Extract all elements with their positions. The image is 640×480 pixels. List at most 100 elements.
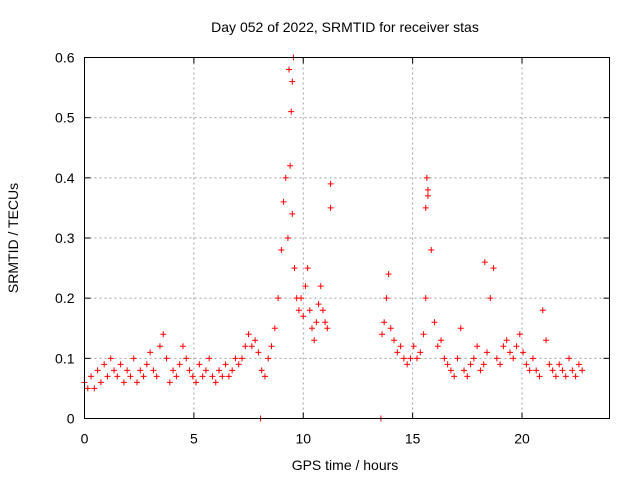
data-point <box>212 379 219 386</box>
data-point <box>379 331 385 338</box>
data-point <box>189 373 196 380</box>
axis-ticks: 0 0.1 0.2 0.3 0.4 0.5 0.6 0 5 10 15 20 <box>55 50 610 447</box>
data-point <box>484 349 490 356</box>
data-point <box>300 313 307 320</box>
data-point <box>424 192 431 199</box>
data-point <box>140 373 147 380</box>
x-tick-label: 10 <box>295 431 311 447</box>
data-point <box>222 361 229 368</box>
data-point <box>481 259 488 266</box>
data-point <box>394 349 401 356</box>
data-point <box>315 301 322 308</box>
data-point <box>311 337 318 344</box>
data-point <box>84 385 91 392</box>
data-point <box>306 307 313 314</box>
data-points <box>81 54 586 422</box>
data-point <box>268 343 275 350</box>
data-point <box>202 367 209 374</box>
data-point <box>422 295 429 302</box>
data-point <box>575 361 582 368</box>
data-point <box>513 343 520 350</box>
data-point <box>183 355 190 362</box>
data-point <box>313 319 320 326</box>
data-point <box>255 349 262 356</box>
data-point <box>381 319 388 326</box>
data-point <box>549 367 556 374</box>
data-point <box>383 295 390 302</box>
data-point <box>304 265 311 272</box>
data-point <box>289 78 296 85</box>
data-point <box>559 367 566 374</box>
data-point <box>324 325 331 332</box>
x-tick-label: 20 <box>514 431 530 447</box>
data-point <box>497 361 504 368</box>
data-point <box>327 180 334 187</box>
data-point <box>235 361 242 368</box>
data-point <box>209 373 216 380</box>
data-point <box>150 367 157 374</box>
data-point <box>451 373 458 380</box>
data-point <box>322 319 329 326</box>
data-point <box>291 265 298 272</box>
data-point <box>219 373 226 380</box>
data-point <box>275 295 282 302</box>
data-point <box>391 337 398 344</box>
data-point <box>457 325 464 332</box>
data-point <box>438 337 445 344</box>
data-point <box>127 373 134 380</box>
data-point <box>248 343 255 350</box>
data-point <box>477 367 484 374</box>
data-point <box>500 343 507 350</box>
data-point <box>552 373 559 380</box>
data-point <box>400 355 407 362</box>
data-point <box>143 361 150 368</box>
data-point <box>467 361 474 368</box>
data-point <box>196 361 203 368</box>
data-point <box>420 331 427 338</box>
data-point <box>520 349 527 356</box>
data-point <box>529 355 536 362</box>
data-point <box>170 367 177 374</box>
data-point <box>523 361 530 368</box>
data-point <box>461 367 468 374</box>
chart-title: Day 052 of 2022, SRMTID for receiver sta… <box>211 19 479 35</box>
data-point <box>404 361 411 368</box>
data-point <box>506 349 513 356</box>
data-point <box>397 343 404 350</box>
data-point <box>114 373 121 380</box>
data-point <box>117 361 124 368</box>
x-axis-label: GPS time / hours <box>292 457 399 473</box>
data-point <box>245 331 252 338</box>
data-point <box>242 343 249 350</box>
data-point <box>258 367 265 374</box>
x-tick-label: 0 <box>81 431 89 447</box>
data-point <box>487 295 494 302</box>
data-point <box>287 162 294 169</box>
data-point <box>490 265 497 272</box>
data-point <box>387 325 394 332</box>
data-point <box>444 361 451 368</box>
data-point <box>186 367 193 374</box>
data-point <box>107 355 114 362</box>
data-point <box>206 355 213 362</box>
data-point <box>286 66 293 73</box>
y-tick-label: 0.3 <box>55 230 75 246</box>
data-point <box>546 361 553 368</box>
data-point <box>124 367 131 374</box>
data-point <box>101 361 108 368</box>
data-point <box>295 307 302 314</box>
data-point <box>179 343 186 350</box>
data-point <box>454 355 461 362</box>
data-point <box>94 367 101 374</box>
data-point <box>434 343 441 350</box>
y-axis-label: SRMTID / TECUs <box>5 183 21 293</box>
data-point <box>510 355 517 362</box>
data-point <box>539 307 546 314</box>
data-point <box>470 355 477 362</box>
data-point <box>474 343 481 350</box>
data-point <box>166 379 173 386</box>
y-tick-label: 0.5 <box>55 110 75 126</box>
data-point <box>216 367 223 374</box>
data-point <box>252 337 259 344</box>
